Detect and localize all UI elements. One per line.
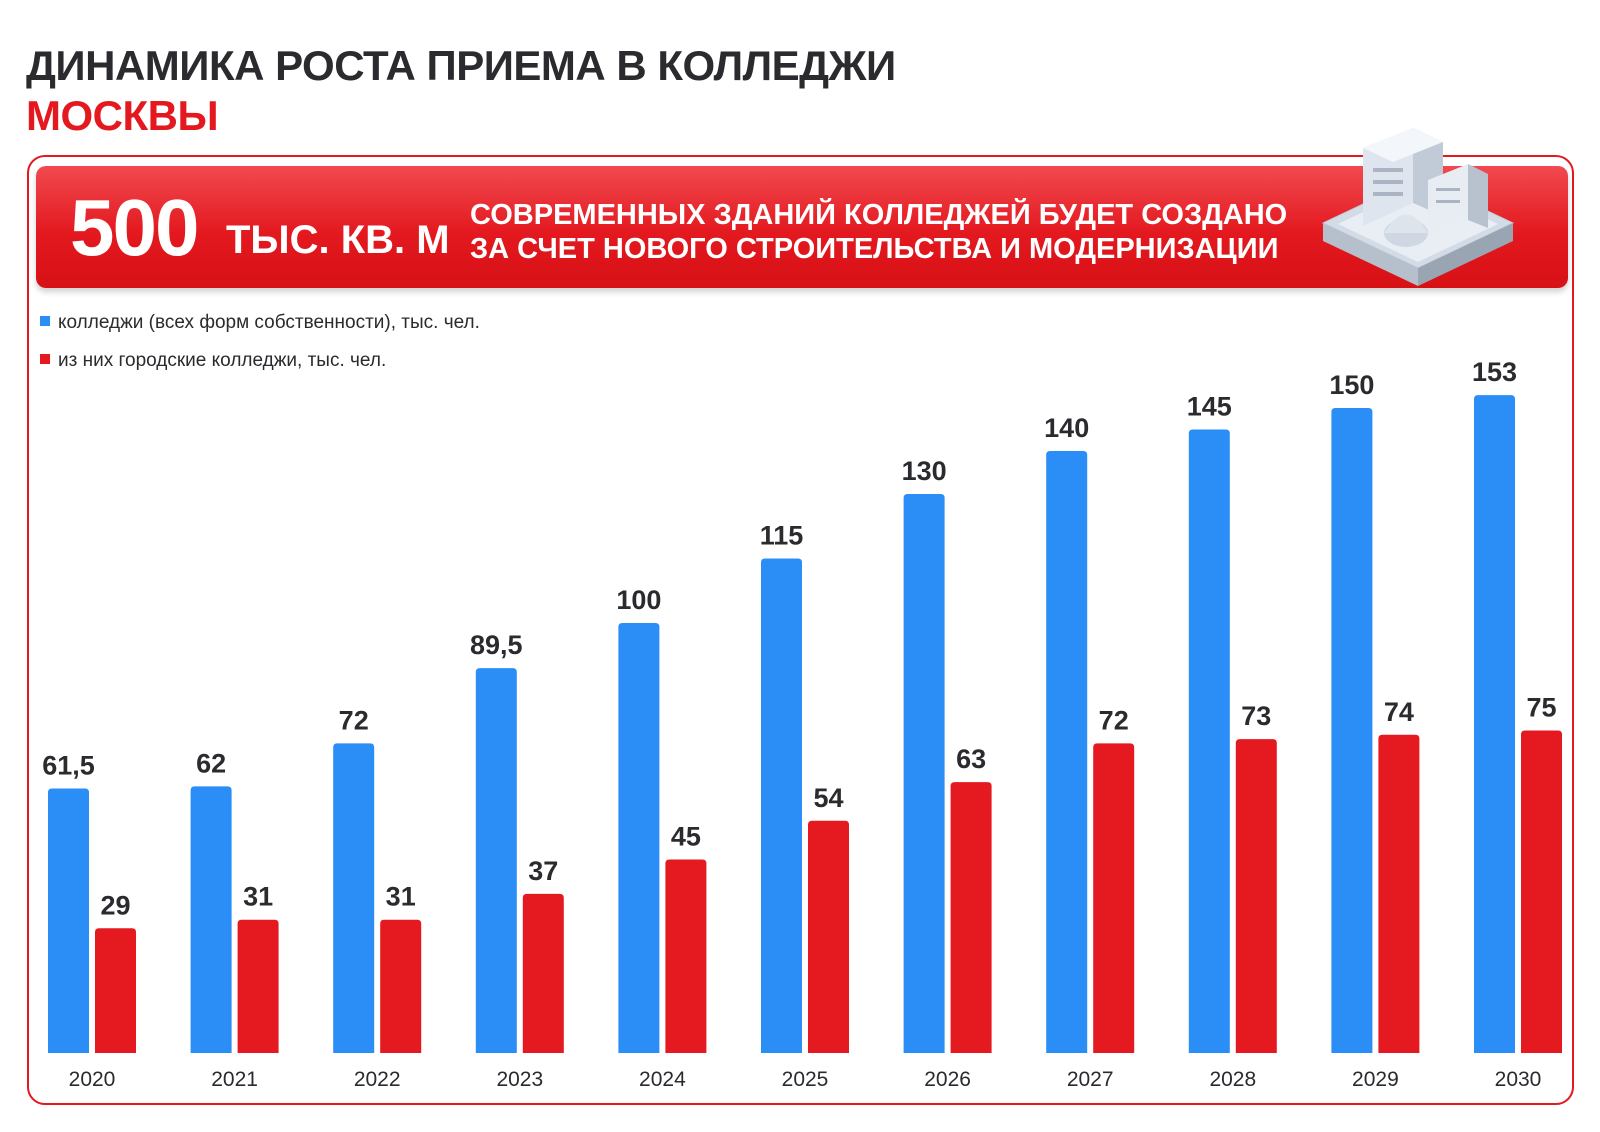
bar-blue-2027 (1046, 451, 1088, 1053)
data-label-red-2029: 74 (1384, 697, 1414, 727)
bar-blue-2020 (48, 788, 89, 1053)
data-label-blue-2021: 62 (196, 748, 226, 778)
x-tick-label-2028: 2028 (1209, 1068, 1256, 1091)
bar-red-2020 (95, 928, 136, 1053)
data-label-blue-2024: 100 (616, 585, 661, 615)
page-subtitle: МОСКВЫ (26, 92, 219, 139)
data-label-blue-2023: 89,5 (470, 630, 523, 660)
x-tick-label-2020: 2020 (69, 1068, 116, 1091)
data-label-blue-2020: 61,5 (42, 751, 95, 781)
data-label-blue-2022: 72 (339, 705, 369, 735)
data-label-blue-2028: 145 (1187, 392, 1232, 422)
banner-text-line1: СОВРЕМЕННЫХ ЗДАНИЙ КОЛЛЕДЖЕЙ БУДЕТ СОЗДА… (470, 199, 1288, 231)
bar-red-2027 (1093, 743, 1135, 1053)
x-tick-label-2026: 2026 (924, 1068, 971, 1091)
legend-swatch-red (40, 353, 50, 364)
bar-blue-2028 (1188, 429, 1230, 1053)
bar-blue-2021 (190, 786, 232, 1053)
x-tick-label-2022: 2022 (354, 1068, 401, 1091)
bar-blue-2030 (1474, 395, 1515, 1054)
legend-item-blue: колледжи (всех форм собственности), тыс.… (40, 312, 480, 334)
x-tick-label-2030: 2030 (1495, 1068, 1542, 1091)
data-label-red-2028: 73 (1241, 701, 1271, 731)
data-label-red-2026: 63 (956, 744, 986, 774)
bar-blue-2026 (903, 494, 945, 1053)
data-label-blue-2030: 153 (1472, 357, 1517, 387)
bar-blue-2023 (475, 668, 517, 1053)
bar-blue-2024 (618, 623, 660, 1053)
x-tick-label-2021: 2021 (211, 1068, 258, 1091)
bar-red-2029 (1378, 734, 1420, 1053)
bar-blue-2022 (333, 743, 375, 1053)
legend-label-blue: колледжи (всех форм собственности), тыс.… (58, 312, 480, 333)
legend-item-red: из них городские колледжи, тыс. чел. (40, 350, 386, 372)
bar-blue-2029 (1331, 408, 1373, 1053)
data-label-red-2030: 75 (1526, 693, 1556, 723)
data-label-blue-2025: 115 (760, 521, 804, 551)
data-label-blue-2029: 150 (1329, 370, 1374, 400)
data-label-red-2022: 31 (386, 882, 416, 912)
data-label-blue-2027: 140 (1044, 413, 1089, 443)
data-label-red-2024: 45 (671, 822, 701, 852)
bar-red-2021 (237, 919, 279, 1053)
bar-red-2026 (950, 782, 992, 1053)
data-label-red-2020: 29 (100, 890, 130, 920)
bar-blue-2025 (761, 558, 802, 1053)
bar-red-2028 (1235, 739, 1277, 1053)
x-tick-label-2024: 2024 (639, 1068, 686, 1091)
chart-frame (27, 155, 1574, 1105)
legend-label-red: из них городские колледжи, тыс. чел. (58, 350, 387, 371)
banner-text-line2: ЗА СЧЕТ НОВОГО СТРОИТЕЛЬСТВА И МОДЕРНИЗА… (470, 233, 1279, 265)
bar-red-2030 (1521, 730, 1562, 1053)
bar-red-2025 (808, 820, 849, 1053)
data-label-red-2027: 72 (1099, 705, 1129, 735)
bar-red-2022 (380, 919, 422, 1053)
bar-red-2023 (522, 893, 564, 1053)
bar-red-2024 (665, 859, 707, 1053)
data-label-red-2023: 37 (528, 856, 558, 886)
x-tick-label-2025: 2025 (782, 1068, 829, 1091)
x-tick-label-2027: 2027 (1067, 1068, 1114, 1091)
data-label-red-2021: 31 (243, 882, 273, 912)
legend-swatch-blue (40, 315, 50, 326)
x-tick-label-2023: 2023 (496, 1068, 543, 1091)
banner (36, 166, 1568, 288)
x-tick-label-2029: 2029 (1352, 1068, 1399, 1091)
banner-text: СОВРЕМЕННЫХ ЗДАНИЙ КОЛЛЕДЖЕЙ БУДЕТ СОЗДА… (470, 198, 1287, 266)
data-label-red-2025: 54 (813, 783, 843, 813)
banner-number: 500 (70, 183, 199, 272)
data-label-blue-2026: 130 (902, 456, 947, 486)
banner-unit: ТЫС. КВ. М (226, 218, 450, 262)
page-title: ДИНАМИКА РОСТА ПРИЕМА В КОЛЛЕДЖИ (26, 42, 896, 89)
building-icon (1321, 128, 1515, 286)
